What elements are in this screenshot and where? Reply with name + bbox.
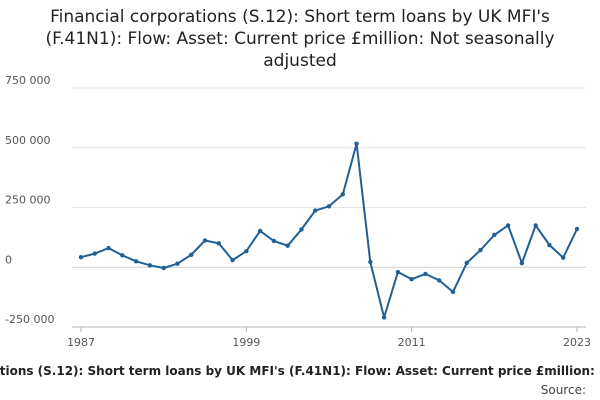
data-point (395, 269, 401, 275)
data-point (106, 245, 111, 251)
data-point (492, 232, 497, 238)
y-tick-label: 500 000 (5, 134, 51, 147)
x-axis: 1987 1999 2011 2023 (67, 326, 591, 349)
data-point (574, 226, 580, 232)
data-point (368, 259, 373, 265)
y-axis-tick-labels: -250 000 0 250 000 500 000 750 000 (5, 74, 54, 326)
data-point (478, 247, 483, 253)
data-point (175, 261, 180, 266)
chart-title: Financial corporations (S.12): Short ter… (0, 6, 600, 72)
data-point (561, 255, 566, 260)
data-point (78, 255, 84, 260)
data-point (464, 260, 469, 266)
data-point (189, 252, 194, 258)
data-point (437, 278, 442, 283)
data-point (133, 259, 139, 264)
data-point (299, 227, 304, 232)
chart-title-line: (F.41N1): Flow: Asset: Current price £mi… (45, 29, 555, 49)
data-point (216, 241, 221, 246)
data-points (78, 141, 580, 320)
series-line (80, 142, 578, 319)
chart-title-line: Financial corporations (S.12): Short ter… (50, 7, 550, 27)
x-tick-label: 1987 (67, 336, 95, 349)
y-tick-label: 0 (5, 253, 12, 266)
data-point (381, 315, 387, 320)
x-tick-label: 1999 (232, 336, 260, 349)
data-point (450, 289, 456, 295)
data-point (533, 223, 538, 228)
data-point (340, 192, 345, 197)
y-tick-label: -250 000 (5, 313, 54, 326)
data-point (202, 238, 208, 243)
data-point (423, 271, 428, 277)
data-point (326, 204, 332, 209)
source-label: Source: (540, 383, 586, 397)
data-point (230, 257, 235, 263)
data-point (547, 242, 552, 248)
data-point (271, 238, 277, 244)
data-point (285, 243, 290, 248)
y-tick-label: 750 000 (5, 74, 51, 87)
data-point (120, 253, 125, 258)
data-point (313, 208, 318, 213)
footer-caption-text: Financial corporations (S.12): Short ter… (0, 364, 600, 378)
y-tick-label: 250 000 (5, 194, 51, 207)
footer-caption: Financial corporations (S.12): Short ter… (0, 362, 600, 382)
chart-title-line: adjusted (263, 51, 337, 71)
data-point (147, 263, 153, 268)
data-point (92, 251, 97, 256)
x-tick-label: 2023 (563, 336, 591, 349)
data-point (519, 260, 525, 266)
data-point (505, 223, 511, 228)
data-point (161, 265, 166, 271)
data-point (354, 141, 359, 146)
data-point (409, 277, 414, 282)
data-point (244, 249, 249, 254)
data-point (257, 228, 263, 234)
x-tick-label: 2011 (398, 336, 426, 349)
series-line-group (80, 142, 578, 319)
